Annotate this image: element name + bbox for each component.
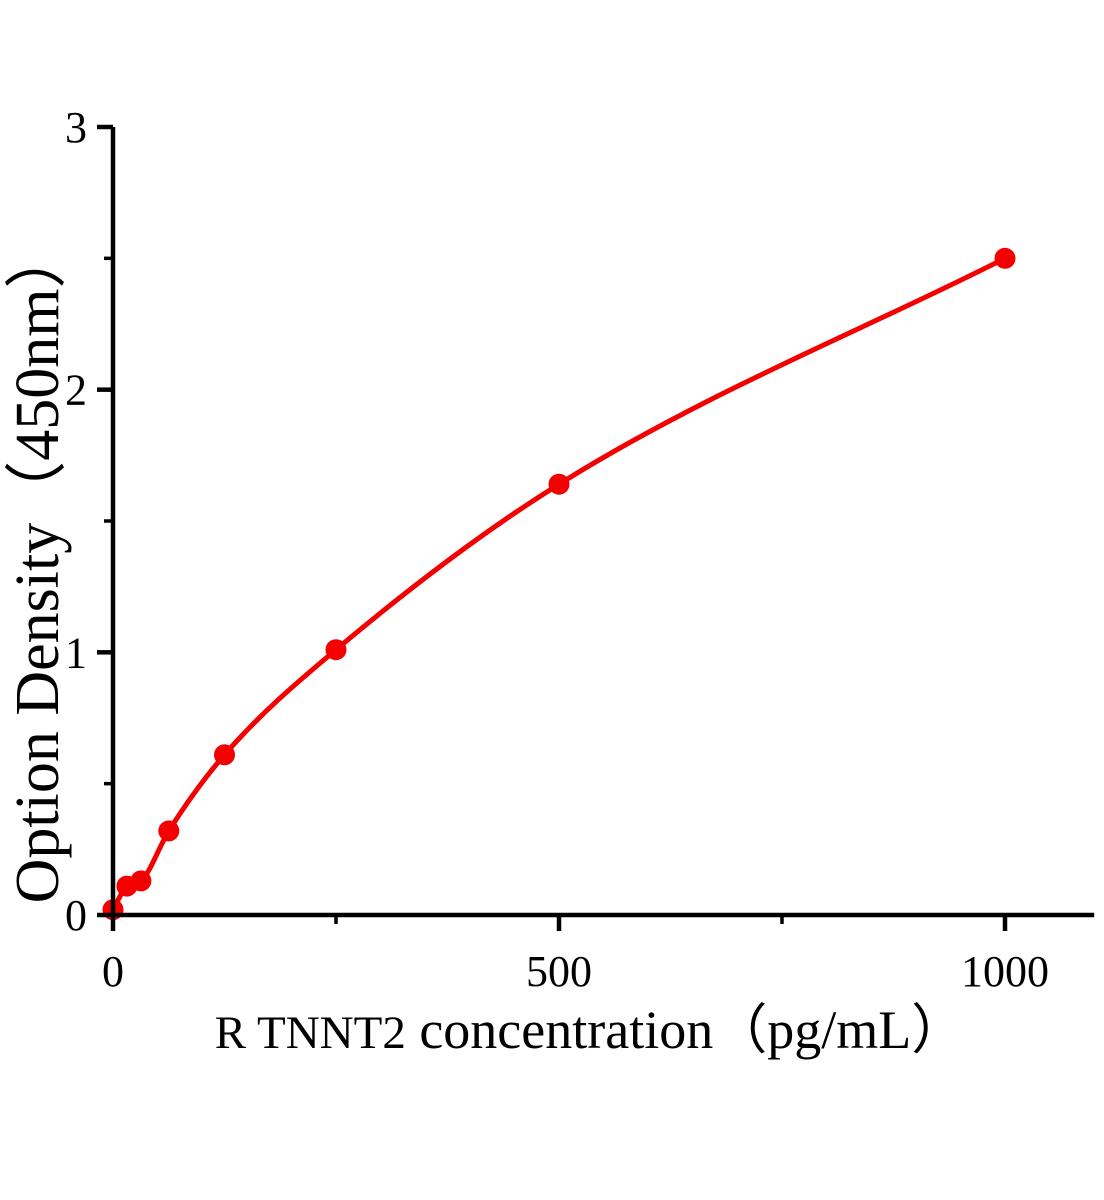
x-axis-title-main <box>406 1000 420 1060</box>
data-point <box>214 744 235 766</box>
y-tick-label: 2 <box>65 366 87 415</box>
x-tick-label: 500 <box>526 947 592 996</box>
x-tick-label: 1000 <box>961 947 1049 996</box>
y-tick-label: 3 <box>65 103 87 152</box>
data-point <box>130 870 152 892</box>
data-point <box>158 820 180 842</box>
data-point <box>325 639 347 661</box>
data-point <box>548 473 570 495</box>
data-point <box>994 247 1016 269</box>
axes-layer: 0 500 1000 0 1 2 3 <box>65 103 1095 996</box>
y-axis-title: Option Density（450nm） <box>4 227 72 904</box>
standard-curve-line <box>110 255 1008 913</box>
x-axis-title-unit: concentration（pg/mL） <box>419 1000 965 1060</box>
x-axis-title: R TNNT2 concentration（pg/mL） <box>215 1000 965 1060</box>
axis-lines <box>110 127 1095 918</box>
series-layer <box>102 247 1016 921</box>
labels-layer: R TNNT2 concentration（pg/mL） Option Dens… <box>4 227 965 1060</box>
x-tick-label: 0 <box>102 947 124 996</box>
x-axis-title-prefix: R TNNT2 <box>215 1007 406 1059</box>
y-tick-label: 0 <box>65 891 87 940</box>
y-tick-label: 1 <box>65 628 87 677</box>
